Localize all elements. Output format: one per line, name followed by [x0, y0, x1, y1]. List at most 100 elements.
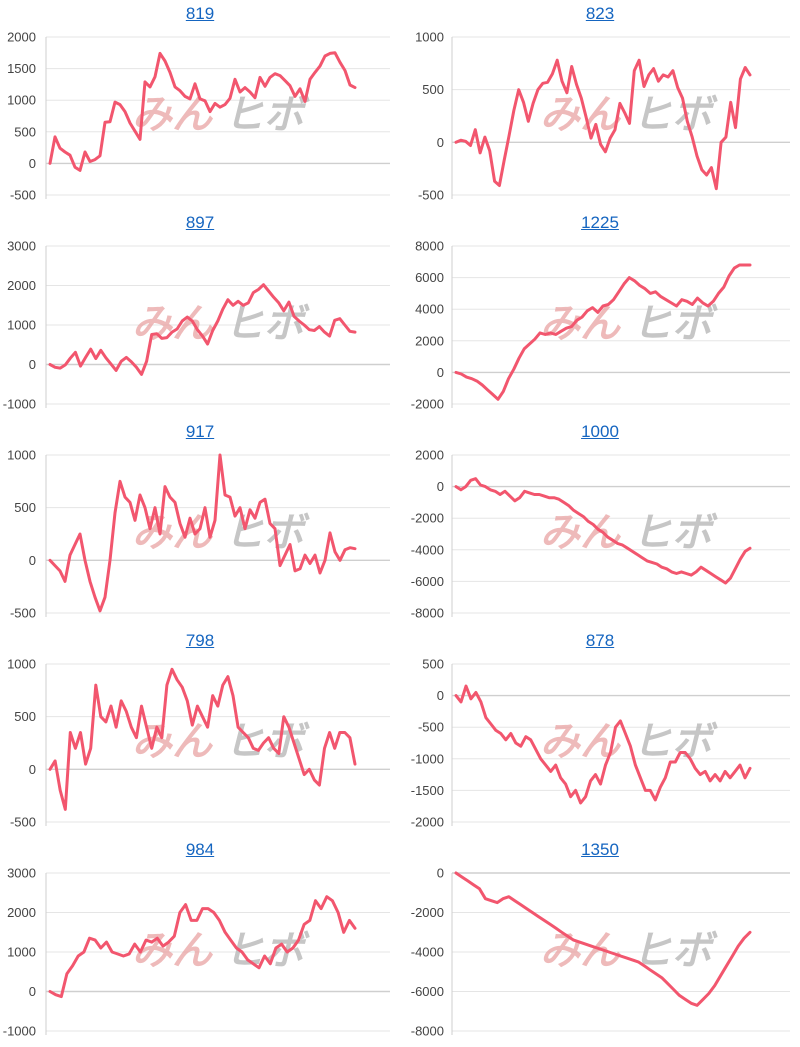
- y-tick-label: 500: [14, 709, 36, 724]
- y-tick-label: 0: [29, 156, 36, 171]
- svg-text:みん: みん: [540, 301, 622, 347]
- y-tick-label: 3000: [7, 239, 36, 254]
- y-tick-label: 0: [437, 688, 444, 703]
- y-tick-label: 0: [29, 357, 36, 372]
- y-tick-label: -500: [10, 815, 36, 830]
- svg-text:みん: みん: [132, 719, 214, 765]
- y-tick-label: 1000: [7, 657, 36, 672]
- watermark-logo: みん ヒボ: [540, 92, 718, 138]
- chart-title-link[interactable]: 1225: [581, 213, 619, 232]
- y-tick-label: 500: [14, 500, 36, 515]
- svg-text:ヒボ: ヒボ: [632, 510, 718, 556]
- y-tick-label: 1000: [7, 945, 36, 960]
- y-tick-label: 8000: [415, 239, 444, 254]
- svg-text:みん: みん: [132, 301, 214, 347]
- svg-text:ヒボ: ヒボ: [632, 92, 718, 138]
- line-chart: 1000 500 0 -500 みん ヒボ: [7, 448, 390, 621]
- y-tick-label: -1000: [3, 1024, 36, 1039]
- y-tick-label: 1000: [7, 318, 36, 333]
- watermark-logo: みん ヒボ: [132, 510, 310, 556]
- y-tick-label: -8000: [411, 1024, 444, 1039]
- data-series-line: [48, 283, 357, 376]
- y-tick-label: 500: [422, 657, 444, 672]
- y-tick-label: 0: [437, 479, 444, 494]
- line-chart: 3000 2000 1000 0 -1000 みん ヒボ: [3, 239, 390, 412]
- chart-panel-897: 3000 2000 1000 0 -1000 みん ヒボ 897: [0, 209, 400, 418]
- y-tick-label: 2000: [415, 333, 444, 348]
- y-tick-label: 500: [422, 82, 444, 97]
- y-tick-label: -8000: [411, 606, 444, 621]
- y-tick-label: -4000: [411, 542, 444, 557]
- y-tick-label: -2000: [411, 397, 444, 412]
- y-tick-label: 0: [29, 762, 36, 777]
- y-tick-label: 0: [29, 984, 36, 999]
- chart-panel-1225: 8000 6000 4000 2000 0 -2000 みん ヒボ 1225: [400, 209, 800, 418]
- svg-text:みん: みん: [132, 510, 214, 556]
- chart-panel-878: 500 0 -500 -1000 -1500 -2000 みん ヒボ 878: [400, 627, 800, 836]
- y-tick-label: 2000: [7, 278, 36, 293]
- y-tick-label: 1000: [7, 93, 36, 108]
- data-series-line: [48, 51, 357, 172]
- svg-text:ヒボ: ヒボ: [224, 928, 310, 974]
- y-tick-label: 2000: [415, 448, 444, 463]
- svg-text:ヒボ: ヒボ: [632, 719, 718, 765]
- chart-panel-823: 1000 500 0 -500 みん ヒボ 823: [400, 0, 800, 209]
- data-series-line: [454, 263, 752, 401]
- line-chart: 8000 6000 4000 2000 0 -2000 みん ヒボ: [411, 239, 790, 412]
- y-tick-label: 0: [437, 365, 444, 380]
- svg-text:ヒボ: ヒボ: [632, 301, 718, 347]
- chart-title-link[interactable]: 819: [185, 4, 215, 23]
- watermark-logo: みん ヒボ: [540, 301, 718, 347]
- svg-text:みん: みん: [132, 928, 214, 974]
- chart-panel-984: 3000 2000 1000 0 -1000 みん ヒボ 984: [0, 836, 400, 1045]
- y-tick-label: -500: [418, 188, 444, 203]
- y-tick-label: -1000: [3, 397, 36, 412]
- chart-title-link[interactable]: 823: [585, 4, 615, 23]
- y-tick-label: 3000: [7, 866, 36, 881]
- line-chart: 2000 1500 1000 500 0 -500 みん ヒボ: [7, 30, 390, 203]
- y-tick-label: -2000: [411, 815, 444, 830]
- y-tick-label: 0: [29, 553, 36, 568]
- chart-title-link[interactable]: 917: [185, 422, 215, 441]
- data-series-line: [48, 895, 357, 999]
- chart-title-link[interactable]: 878: [585, 631, 615, 650]
- chart-title-link[interactable]: 984: [185, 840, 215, 859]
- y-tick-label: 1000: [7, 448, 36, 463]
- chart-title-link[interactable]: 798: [185, 631, 215, 650]
- chart-title-link[interactable]: 897: [185, 213, 215, 232]
- y-tick-label: -500: [10, 606, 36, 621]
- y-tick-label: 1500: [7, 61, 36, 76]
- data-series-line: [48, 453, 357, 613]
- chart-panel-1350: 0 -2000 -4000 -6000 -8000 みん ヒボ 1350: [400, 836, 800, 1045]
- chart-title-link[interactable]: 1350: [581, 840, 619, 859]
- y-tick-label: -2000: [411, 511, 444, 526]
- y-tick-label: 6000: [415, 270, 444, 285]
- y-tick-label: 4000: [415, 302, 444, 317]
- watermark-logo: みん ヒボ: [132, 92, 310, 138]
- chart-panel-798: 1000 500 0 -500 みん ヒボ 798: [0, 627, 400, 836]
- y-tick-label: -2000: [411, 905, 444, 920]
- data-series-line: [454, 684, 752, 805]
- svg-text:ヒボ: ヒボ: [224, 510, 310, 556]
- data-series-line: [454, 477, 752, 585]
- watermark-logo: みん ヒボ: [132, 928, 310, 974]
- y-tick-label: 2000: [7, 30, 36, 45]
- y-tick-label: 0: [437, 866, 444, 881]
- y-tick-label: 1000: [415, 30, 444, 45]
- chart-panel-1000: 2000 0 -2000 -4000 -6000 -8000 みん ヒボ 1000: [400, 418, 800, 627]
- y-tick-label: -1000: [411, 751, 444, 766]
- data-series-line: [48, 667, 357, 811]
- svg-text:ヒボ: ヒボ: [224, 301, 310, 347]
- y-tick-label: -1500: [411, 783, 444, 798]
- watermark-logo: みん ヒボ: [540, 510, 718, 556]
- data-series-line: [454, 871, 752, 1007]
- svg-text:ヒボ: ヒボ: [224, 92, 310, 138]
- chart-title-link[interactable]: 1000: [581, 422, 619, 441]
- chart-panel-917: 1000 500 0 -500 みん ヒボ 917: [0, 418, 400, 627]
- y-tick-label: -500: [418, 720, 444, 735]
